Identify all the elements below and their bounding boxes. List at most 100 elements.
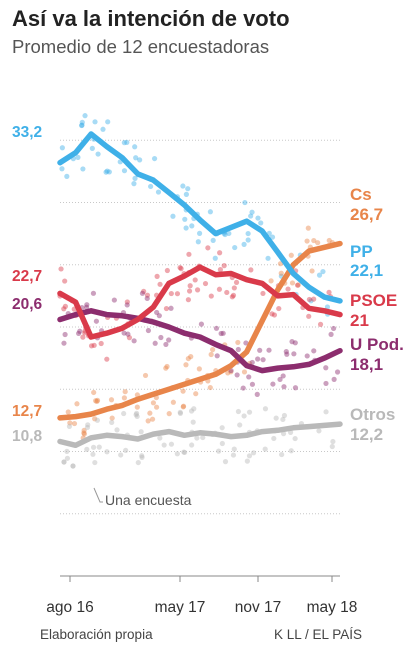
poll-dot (212, 255, 218, 261)
poll-dot (225, 370, 231, 376)
poll-dot (177, 264, 183, 271)
poll-dot (170, 213, 176, 219)
poll-dot (185, 297, 191, 303)
poll-dot (292, 385, 299, 391)
end-value-label: 22,1 (350, 261, 383, 280)
poll-dot (92, 119, 98, 125)
poll-dot (243, 340, 249, 346)
poll-dot (305, 225, 311, 231)
poll-dot (178, 266, 184, 272)
poll-dot (188, 354, 194, 360)
poll-dot (84, 446, 90, 452)
poll-dot (106, 169, 112, 175)
poll-dot (205, 245, 211, 251)
poll-dot (121, 395, 127, 401)
poll-dot (84, 302, 90, 308)
series-line-otros (57, 421, 343, 449)
poll-dot (250, 450, 257, 456)
poll-dot (83, 304, 90, 310)
poll-dot (154, 404, 160, 410)
poll-dot (121, 168, 128, 174)
poll-dot (64, 448, 70, 454)
poll-dot (289, 280, 296, 286)
poll-dot (266, 347, 272, 353)
poll-dot (188, 408, 195, 414)
chart-subtitle: Promedio de 12 encuestadoras (12, 36, 270, 57)
poll-dot (324, 304, 331, 310)
poll-dot (268, 278, 274, 284)
x-tick-label: may 17 (155, 599, 206, 616)
poll-dot (334, 369, 341, 375)
start-value-label: 22,7 (12, 268, 42, 285)
poll-dot (62, 331, 68, 338)
poll-dot (77, 328, 83, 334)
series-line-psoe (57, 264, 343, 340)
x-tick-label: may 18 (307, 599, 358, 616)
poll-dot (81, 430, 87, 436)
poll-dot (65, 409, 71, 415)
poll-dot (109, 415, 115, 421)
poll-dot (166, 337, 172, 343)
poll-dot (147, 410, 153, 416)
poll-dot (229, 294, 235, 300)
poll-dot (92, 416, 98, 422)
poll-dot (191, 406, 197, 412)
poll-dot (80, 166, 86, 172)
poll-dot (306, 313, 312, 319)
poll-dot (194, 435, 200, 441)
poll-dot (90, 290, 97, 296)
poll-dot (309, 268, 315, 274)
poll-dot (161, 442, 167, 448)
poll-dot (278, 270, 284, 276)
poll-dot (180, 404, 186, 410)
series-name-label: Cs (350, 185, 372, 204)
poll-dot (142, 372, 149, 379)
poll-dot (158, 334, 164, 341)
poll-dot (189, 442, 195, 448)
poll-dot (168, 305, 174, 311)
poll-dot (163, 341, 169, 348)
poll-dot (88, 343, 95, 349)
annotation-leader (93, 487, 103, 503)
poll-dot (183, 191, 189, 197)
poll-dot (75, 154, 81, 160)
poll-dot (138, 429, 144, 435)
poll-dot (132, 144, 138, 150)
poll-dot (183, 362, 189, 368)
poll-dot (200, 434, 206, 441)
poll-dot (280, 373, 286, 379)
poll-dot (234, 372, 240, 378)
poll-dot (71, 420, 78, 427)
poll-dot (104, 168, 110, 174)
poll-dot (311, 237, 317, 244)
poll-dot (269, 311, 275, 317)
poll-dot (316, 272, 323, 278)
poll-dot (194, 287, 201, 293)
poll-dot (121, 330, 127, 336)
poll-dot (61, 340, 67, 346)
poll-dot (59, 145, 65, 151)
poll-dot (328, 331, 334, 337)
poll-dot (208, 293, 214, 299)
poll-dot (210, 237, 216, 243)
poll-dot (311, 296, 317, 302)
poll-dot (93, 398, 99, 404)
series-line-pp (57, 131, 343, 304)
poll-dot (62, 303, 68, 309)
poll-dot (151, 155, 158, 162)
poll-dot (271, 312, 278, 318)
poll-dot (164, 363, 170, 370)
end-value-label: 26,7 (350, 205, 383, 224)
poll-dot (182, 216, 188, 222)
poll-dot (74, 401, 80, 407)
poll-dot (96, 444, 102, 450)
poll-dot (295, 282, 301, 288)
poll-dot (304, 238, 310, 244)
poll-dot (62, 278, 68, 284)
poll-dot (249, 359, 255, 366)
poll-dot (93, 318, 99, 324)
start-value-label: 10,8 (12, 428, 43, 445)
poll-dot (241, 369, 248, 375)
poll-dot (249, 381, 256, 387)
poll-dot (285, 286, 291, 292)
